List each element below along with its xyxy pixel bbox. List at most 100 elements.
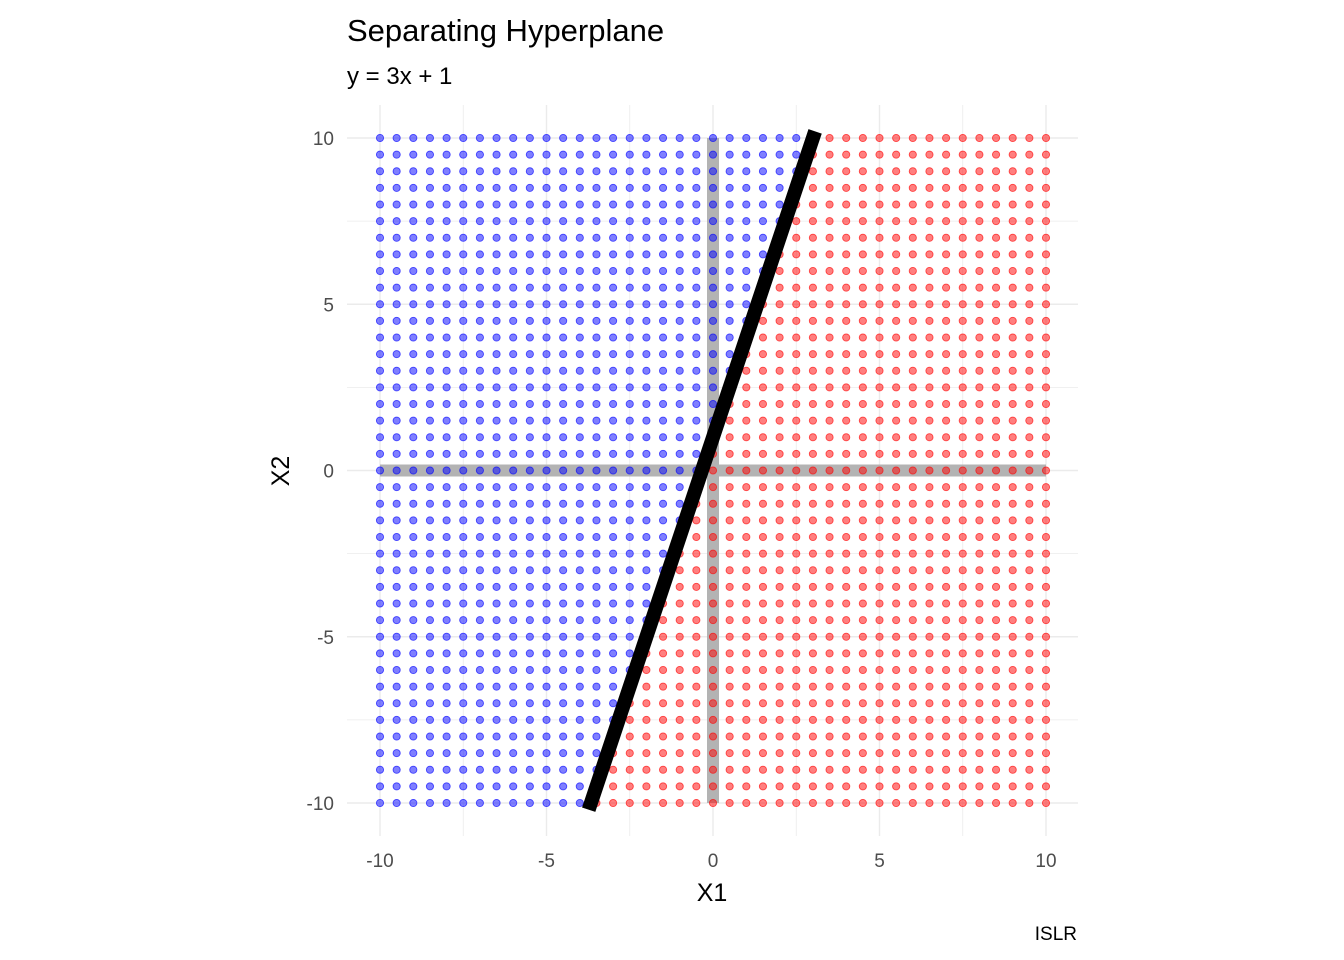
point-blue	[642, 217, 651, 226]
point-red	[758, 616, 768, 625]
point-red	[958, 167, 967, 176]
point-red	[925, 699, 934, 708]
point-blue	[442, 250, 451, 259]
point-blue	[475, 499, 484, 508]
point-red	[992, 599, 1001, 608]
point-blue	[425, 316, 435, 325]
point-red	[742, 399, 751, 409]
point-blue	[459, 665, 468, 675]
point-red	[1008, 316, 1017, 325]
point-red	[958, 283, 967, 292]
point-blue	[708, 167, 718, 176]
point-red	[892, 200, 901, 209]
point-blue	[609, 466, 618, 475]
point-red	[858, 217, 867, 226]
point-red	[1008, 250, 1017, 259]
point-blue	[425, 233, 435, 242]
point-blue	[559, 250, 568, 259]
point-red	[825, 532, 834, 542]
point-blue	[692, 300, 701, 309]
point-blue	[425, 416, 435, 425]
point-red	[942, 516, 951, 525]
point-blue	[392, 233, 401, 242]
point-blue	[692, 200, 701, 209]
point-blue	[492, 782, 501, 791]
point-blue	[692, 183, 701, 192]
point-red	[758, 350, 768, 359]
point-red	[892, 333, 901, 342]
point-blue	[509, 466, 518, 475]
point-blue	[425, 217, 435, 226]
point-red	[958, 133, 967, 143]
point-blue	[475, 300, 484, 309]
x-tick-label: -10	[366, 851, 393, 872]
point-blue	[542, 649, 551, 658]
point-red	[975, 715, 984, 724]
point-red	[1008, 233, 1017, 242]
point-blue	[442, 300, 451, 309]
point-red	[875, 566, 884, 575]
point-red	[992, 416, 1001, 425]
point-red	[775, 582, 784, 591]
point-red	[842, 449, 851, 458]
point-red	[875, 715, 884, 724]
point-red	[858, 582, 867, 591]
point-red	[792, 566, 801, 575]
point-blue	[475, 665, 484, 675]
point-red	[742, 499, 751, 508]
point-blue	[375, 749, 385, 758]
point-blue	[442, 449, 451, 458]
point-blue	[742, 200, 751, 209]
point-red	[958, 150, 967, 159]
point-blue	[525, 200, 534, 209]
point-blue	[575, 167, 584, 176]
point-blue	[625, 300, 634, 309]
point-red	[958, 333, 967, 342]
point-red	[975, 433, 984, 442]
point-blue	[459, 765, 468, 774]
point-red	[1041, 699, 1051, 708]
point-red	[808, 549, 817, 558]
point-blue	[409, 599, 418, 608]
point-red	[892, 183, 901, 192]
point-blue	[559, 150, 568, 159]
point-red	[908, 150, 917, 159]
point-red	[992, 765, 1001, 774]
point-red	[992, 466, 1001, 475]
point-blue	[559, 599, 568, 608]
point-red	[692, 765, 701, 774]
point-red	[1008, 798, 1017, 808]
point-blue	[492, 582, 501, 591]
point-blue	[592, 150, 601, 159]
point-red	[659, 682, 668, 691]
point-red	[925, 200, 934, 209]
point-red	[908, 732, 917, 741]
point-red	[758, 749, 768, 758]
point-red	[858, 699, 867, 708]
point-blue	[375, 217, 385, 226]
point-red	[842, 433, 851, 442]
point-red	[775, 399, 784, 409]
point-red	[975, 283, 984, 292]
point-blue	[475, 599, 484, 608]
point-red	[609, 765, 618, 774]
point-blue	[642, 532, 651, 542]
point-blue	[442, 167, 451, 176]
point-blue	[409, 682, 418, 691]
point-red	[1041, 516, 1051, 525]
point-blue	[392, 682, 401, 691]
point-blue	[475, 798, 484, 808]
point-blue	[442, 200, 451, 209]
point-blue	[675, 449, 684, 458]
point-blue	[559, 233, 568, 242]
point-blue	[725, 250, 734, 259]
point-blue	[675, 433, 684, 442]
point-blue	[592, 283, 601, 292]
point-red	[992, 399, 1001, 409]
point-red	[725, 632, 734, 641]
point-red	[842, 283, 851, 292]
point-blue	[775, 133, 784, 143]
point-red	[1025, 466, 1034, 475]
point-red	[642, 732, 651, 741]
point-red	[975, 582, 984, 591]
